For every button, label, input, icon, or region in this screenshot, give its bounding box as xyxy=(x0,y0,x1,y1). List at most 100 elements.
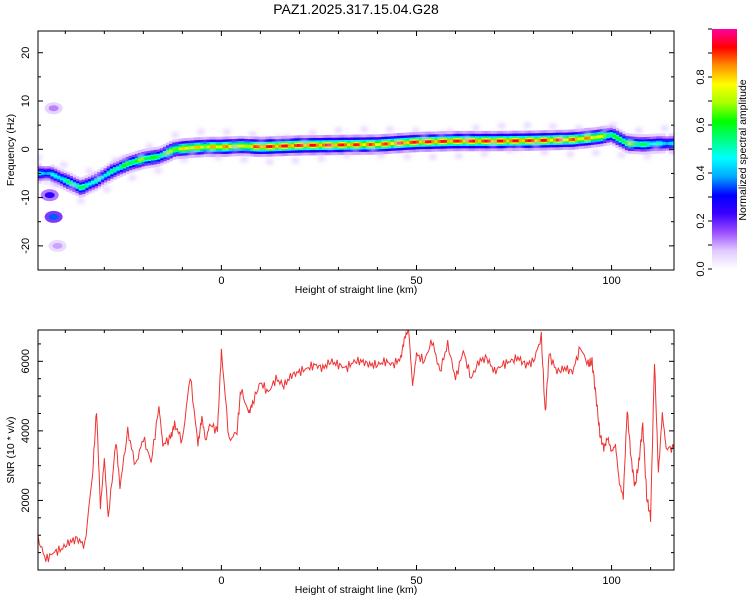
heat-cell xyxy=(350,143,354,147)
heat-speckle xyxy=(111,157,120,164)
heat-cell xyxy=(481,139,485,143)
heat-cell xyxy=(256,145,261,149)
heat-speckle xyxy=(411,127,420,134)
heat-speckle xyxy=(317,155,326,162)
heat-cell xyxy=(499,139,504,143)
heat-cell xyxy=(169,149,173,153)
heat-cell xyxy=(456,139,460,143)
heat-cell xyxy=(534,139,539,142)
snr-x-tick-labels: 0 50 100 xyxy=(218,575,620,587)
heat-speckle xyxy=(94,174,103,181)
heat-speckle xyxy=(428,154,437,161)
heat-cell xyxy=(122,164,126,168)
heat-cell xyxy=(212,145,217,149)
heat-cell xyxy=(184,146,189,150)
heat-cell xyxy=(403,141,407,145)
heat-cell xyxy=(565,138,570,142)
spectrogram-frame xyxy=(37,30,675,271)
heat-cell xyxy=(81,185,86,189)
snr-y-tick-label: 6000 xyxy=(20,349,32,373)
heat-cell xyxy=(621,139,626,143)
heat-speckle xyxy=(454,153,463,160)
heat-cell xyxy=(571,138,576,142)
heat-cell xyxy=(606,133,610,137)
heat-cell xyxy=(150,156,155,160)
heat-cell xyxy=(359,143,364,147)
heat-cell xyxy=(406,141,411,145)
heat-cell xyxy=(434,140,439,144)
heat-cell xyxy=(244,144,248,148)
heat-cell xyxy=(440,139,445,143)
spectrogram-y-tick-label: 10 xyxy=(20,95,32,107)
heat-speckle xyxy=(377,152,386,159)
heat-cell xyxy=(237,144,242,148)
heat-cell xyxy=(646,142,651,146)
heat-speckle xyxy=(171,131,180,138)
heat-cell xyxy=(637,142,642,146)
spectrogram-y-tick-labels: -20 -10 0 10 20 xyxy=(20,47,32,254)
heat-cell xyxy=(284,144,289,148)
colorbar-tick-label: 0.4 xyxy=(695,165,707,180)
heat-cell xyxy=(100,175,105,179)
heat-cell xyxy=(375,143,379,146)
chart-title: PAZ1.2025.317.15.04.G28 xyxy=(273,1,439,17)
heat-cell xyxy=(524,139,529,143)
heat-cell xyxy=(300,143,304,147)
heat-cell xyxy=(596,135,601,139)
heat-speckle xyxy=(197,128,206,135)
heat-cell xyxy=(197,145,201,149)
spectrogram-ticks xyxy=(38,31,674,271)
heat-cell xyxy=(175,147,180,151)
heat-cell xyxy=(268,145,273,148)
heat-cell xyxy=(418,140,423,144)
heat-cell xyxy=(141,157,145,161)
heat-speckle xyxy=(162,150,171,157)
heat-cell xyxy=(553,138,557,142)
heat-speckle xyxy=(566,151,575,158)
heat-cell xyxy=(247,144,251,148)
heat-cell xyxy=(309,143,314,147)
heat-cell xyxy=(662,142,667,145)
heat-cell xyxy=(475,139,479,143)
heat-speckle xyxy=(325,143,334,150)
heat-speckle xyxy=(626,139,635,146)
heat-cell xyxy=(487,139,492,143)
heat-cell xyxy=(87,182,92,186)
heat-speckle xyxy=(222,128,231,135)
heat-cell xyxy=(656,142,660,145)
heat-speckle xyxy=(652,144,661,151)
heat-speckle xyxy=(205,150,214,157)
snr-x-tick-label: 50 xyxy=(410,575,422,587)
heat-speckle xyxy=(669,148,674,155)
heat-cell xyxy=(250,145,254,148)
heat-cell xyxy=(372,143,376,146)
heat-cell xyxy=(471,139,476,143)
heat-speckle xyxy=(68,183,77,190)
heat-cell xyxy=(134,159,139,163)
heat-speckle xyxy=(634,127,643,134)
heat-cell xyxy=(203,145,208,149)
heat-cell xyxy=(484,139,489,143)
heat-cell xyxy=(453,139,457,143)
heat-cell xyxy=(315,143,320,147)
spectrogram-y-axis-label: Frequency (Hz) xyxy=(5,114,17,186)
colorbar-gradient xyxy=(712,29,737,269)
heat-speckle xyxy=(102,186,111,193)
heat-speckle xyxy=(394,140,403,147)
heat-speckle xyxy=(643,153,652,160)
heat-cell xyxy=(259,145,264,149)
heat-cell xyxy=(665,142,670,145)
heat-blob-core xyxy=(44,192,55,199)
heat-cell xyxy=(640,142,645,146)
heat-speckle xyxy=(343,151,352,158)
heat-speckle xyxy=(368,147,377,153)
heat-cell xyxy=(181,147,186,150)
heat-cell xyxy=(303,143,308,147)
heat-cell xyxy=(41,171,45,175)
spectrogram-y-tick-label: -20 xyxy=(20,238,32,254)
heat-speckle xyxy=(463,135,472,142)
heat-cell xyxy=(462,139,467,143)
heat-cell xyxy=(593,135,598,139)
heat-speckle xyxy=(308,129,317,136)
spectrogram-x-axis-label: Height of straight line (km) xyxy=(295,284,418,296)
